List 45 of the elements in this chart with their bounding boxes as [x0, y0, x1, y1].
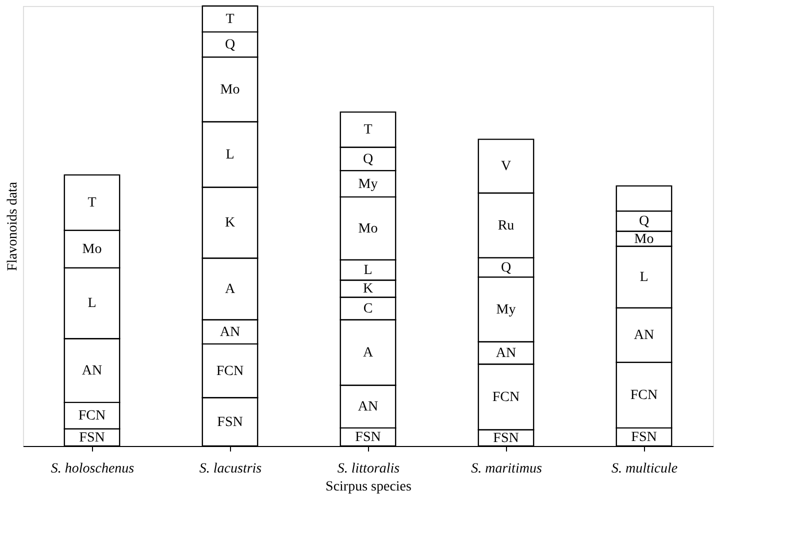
text: AN	[634, 328, 654, 344]
series-label: Mo	[634, 232, 654, 247]
series-label: FSN	[493, 430, 519, 446]
text: Mo	[82, 242, 102, 258]
series-label: V	[500, 159, 512, 174]
text: FCN	[492, 390, 520, 405]
series-label: A	[224, 282, 236, 297]
text: L	[226, 148, 234, 162]
series-label: K	[362, 282, 374, 297]
text: FSN	[631, 430, 657, 445]
x-tick-label: S. lacustris	[199, 462, 262, 476]
x-tick-label: S. littoralis	[337, 462, 400, 476]
series-label: L	[364, 263, 372, 278]
series-label: Q	[500, 260, 512, 276]
text: AN	[358, 400, 378, 415]
text: AN	[82, 364, 102, 379]
text: Q	[224, 38, 236, 52]
text: AN	[220, 324, 240, 340]
text: FSN	[79, 430, 105, 446]
text: T	[364, 122, 372, 138]
series-label: FCN	[78, 408, 106, 424]
x-tick-label: S. maritimus	[471, 462, 542, 476]
text: Mo	[358, 221, 378, 236]
text: FCN	[216, 364, 244, 379]
x-tick-label: S. holoschenus	[50, 462, 135, 476]
text: Mo	[220, 82, 240, 98]
text: L	[88, 296, 96, 312]
text: L	[640, 270, 648, 286]
series-label: Ru	[498, 218, 514, 234]
text: A	[362, 346, 374, 360]
series-label: My	[358, 176, 378, 192]
y-axis-title: Flavonoids data	[6, 181, 20, 272]
text: My	[496, 302, 516, 318]
series-label: C	[363, 302, 373, 316]
series-label: T	[226, 12, 235, 27]
text: Q	[362, 152, 374, 167]
text: T	[88, 196, 96, 211]
x-axis-title: Scirpus species	[326, 480, 412, 494]
text: K	[224, 216, 236, 231]
text: FCN	[630, 388, 658, 404]
text: FSN	[217, 414, 243, 430]
x-tick-label: S. multicule	[611, 462, 678, 476]
text: FSN	[355, 430, 381, 445]
text: Q	[638, 214, 650, 230]
series-label: AN	[496, 346, 516, 361]
